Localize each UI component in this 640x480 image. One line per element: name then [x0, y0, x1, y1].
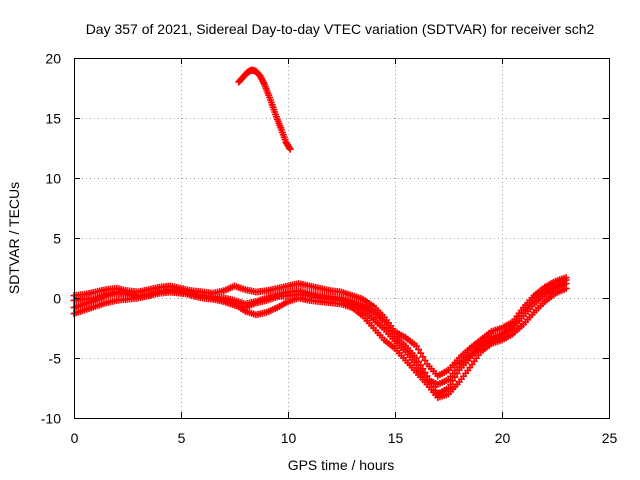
x-tick-label: 25 [602, 430, 618, 446]
x-tick-label: 15 [388, 430, 404, 446]
data-marker [419, 353, 427, 361]
y-tick-label: 0 [53, 291, 61, 307]
series-track-c [70, 274, 570, 380]
data-point [562, 276, 570, 284]
series-track-d [70, 276, 570, 388]
y-tick-label: 5 [53, 231, 61, 247]
data-marker [449, 377, 457, 385]
y-tick-label: 15 [45, 111, 61, 127]
tick-labels: 0 5 10 15 20 25 -10 -5 0 5 10 15 20 [41, 51, 618, 447]
y-axis-label: SDTVAR / TECUs [6, 182, 22, 294]
chart-title: Day 357 of 2021, Sidereal Day-to-day VTE… [86, 21, 595, 37]
data-point [412, 354, 420, 362]
y-tick-label: 20 [45, 51, 61, 67]
series-high-arc [235, 66, 294, 153]
data-marker [285, 144, 293, 152]
data-marker [447, 380, 455, 388]
data-marker [421, 356, 429, 364]
y-tick-label: -10 [41, 411, 61, 427]
x-tick-label: 10 [281, 430, 297, 446]
data-layer [70, 66, 570, 402]
data-marker [417, 349, 425, 357]
data-point [286, 145, 294, 153]
x-tick-label: 20 [495, 430, 511, 446]
y-tick-label: -5 [49, 351, 62, 367]
x-tick-label: 0 [71, 430, 79, 446]
x-tick-label: 5 [178, 430, 186, 446]
data-marker [415, 358, 423, 366]
data-point [445, 384, 452, 392]
grid [74, 58, 609, 418]
y-tick-label: 10 [45, 171, 61, 187]
ticks [74, 58, 610, 419]
data-point [412, 342, 420, 350]
x-axis-label: GPS time / hours [288, 457, 395, 473]
data-marker [415, 346, 423, 354]
data-point [562, 284, 570, 292]
